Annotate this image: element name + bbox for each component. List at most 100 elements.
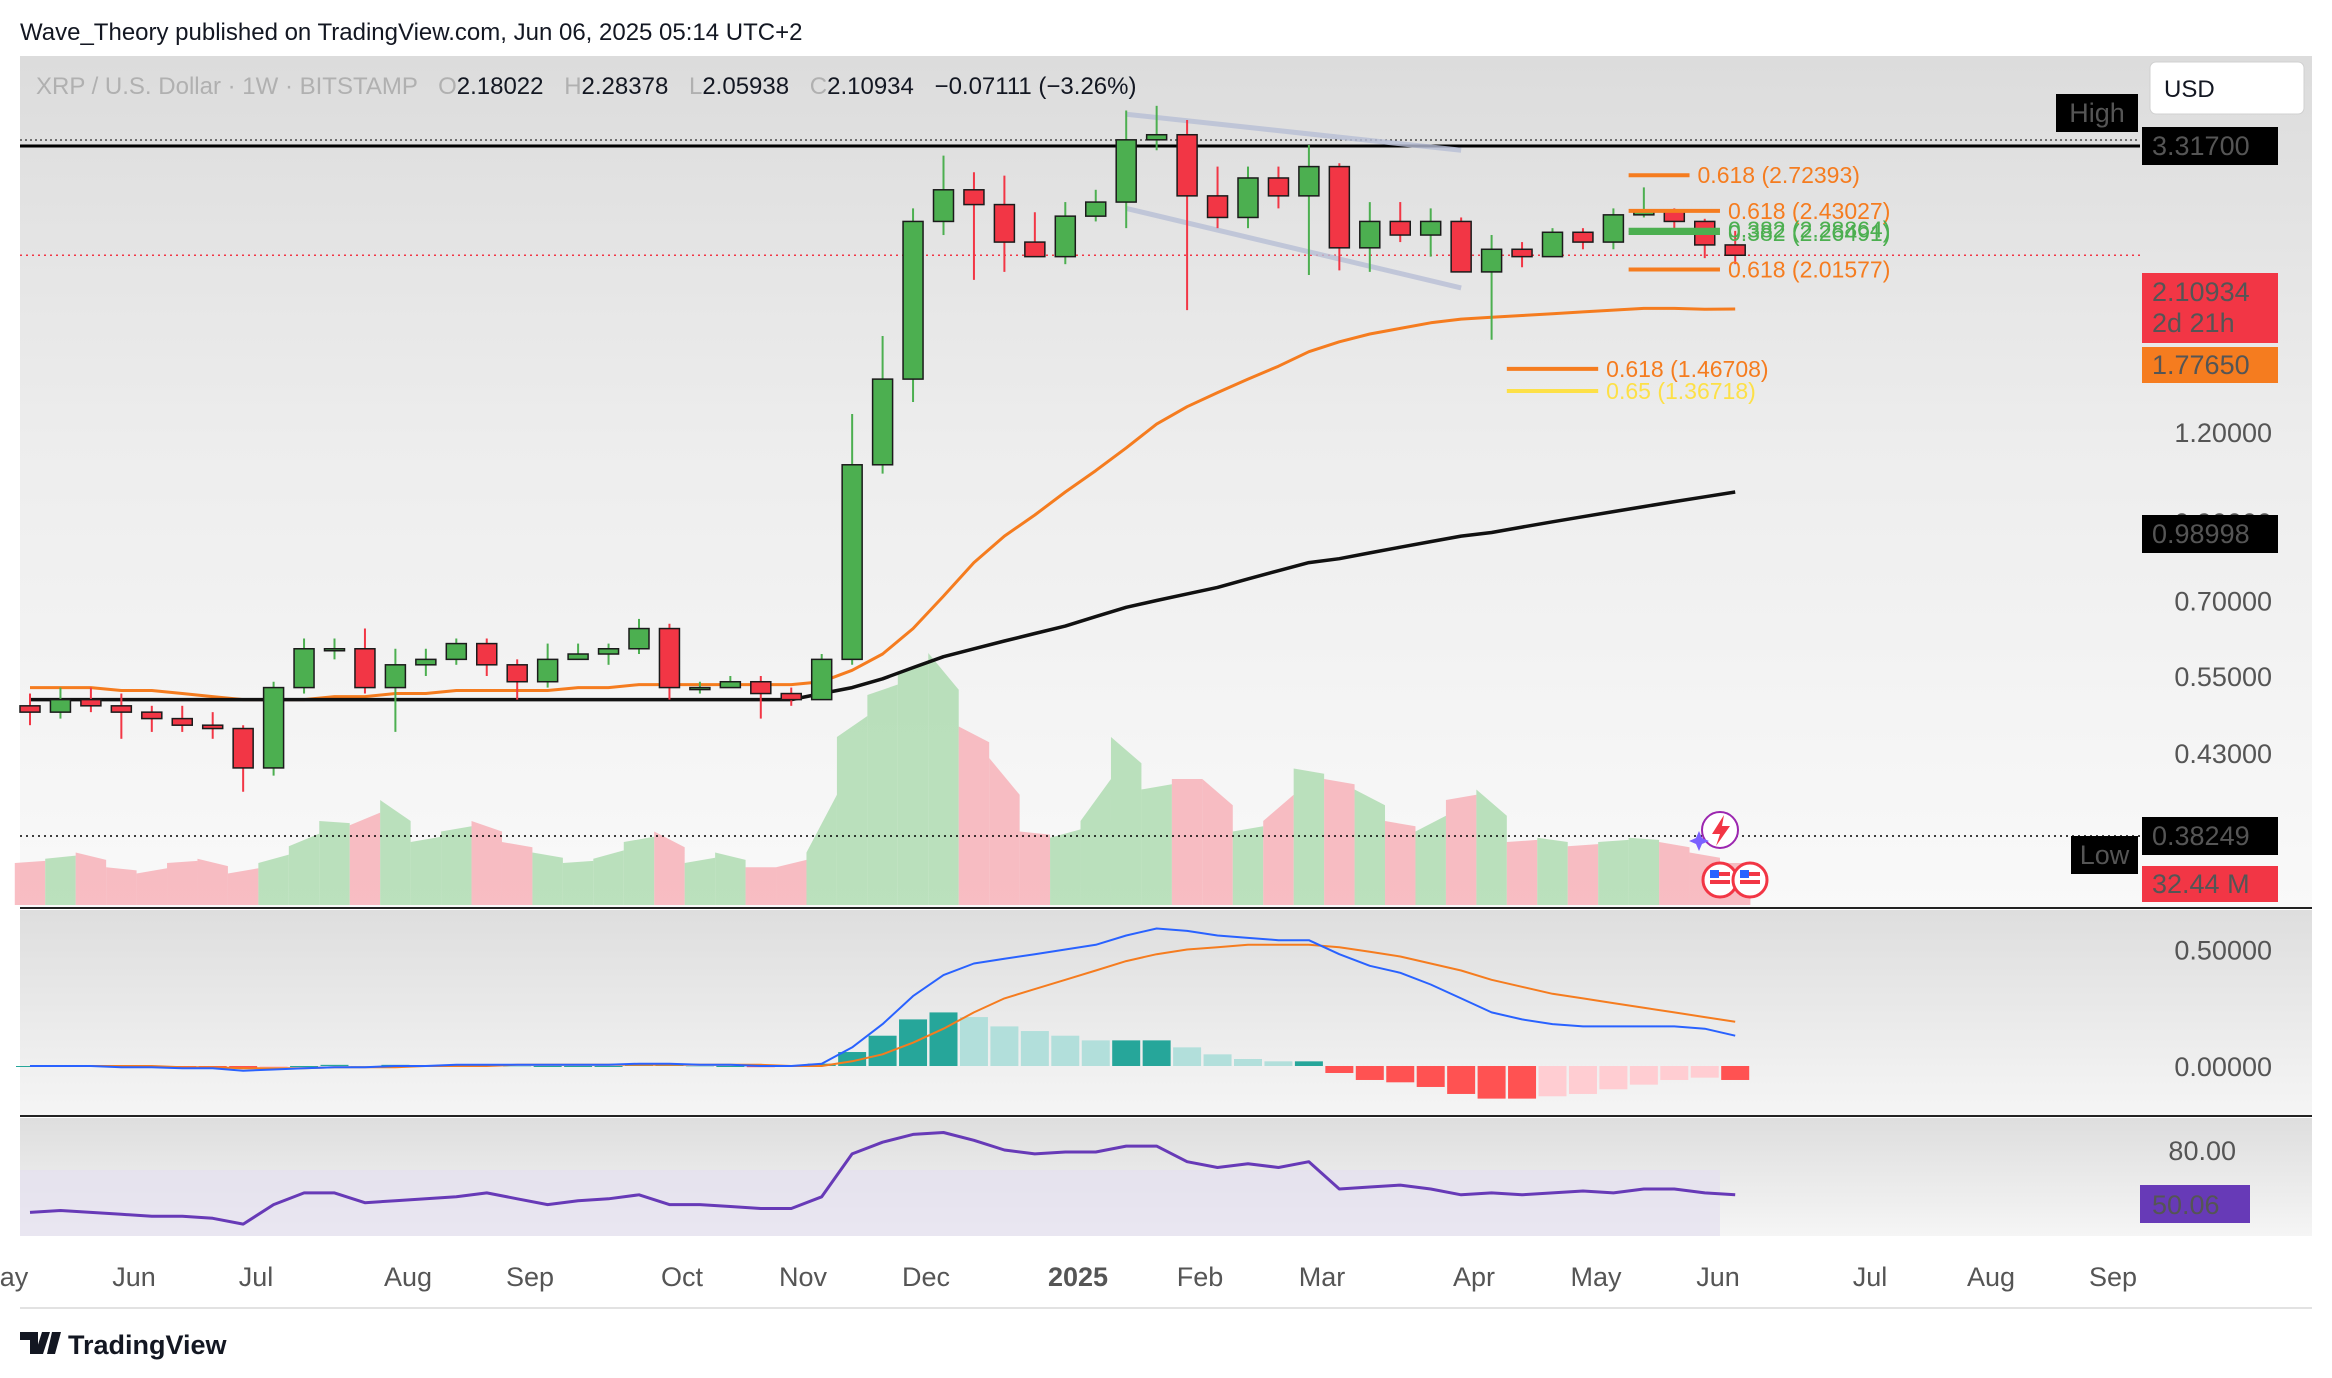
candle[interactable]: [780, 687, 802, 706]
candle[interactable]: [993, 175, 1016, 272]
candle-body: [476, 642, 498, 666]
volume-bar: [319, 821, 350, 905]
price-tag-value: 0.98998: [2152, 519, 2250, 549]
candle[interactable]: [1602, 208, 1625, 250]
volume-bar: [1476, 789, 1507, 905]
macd-hist-bar: [1234, 1059, 1262, 1066]
candle[interactable]: [871, 335, 894, 474]
volume-bar: [227, 868, 259, 905]
candle[interactable]: [1145, 105, 1168, 151]
tradingview-logo[interactable]: TradingView: [20, 1330, 228, 1360]
candle-body: [1115, 139, 1137, 203]
macd-hist-bar: [1020, 1031, 1049, 1066]
candle[interactable]: [841, 414, 863, 665]
candle[interactable]: [1572, 228, 1594, 250]
candle[interactable]: [1359, 202, 1381, 272]
candle[interactable]: [384, 648, 407, 732]
macd-hist-bar: [1660, 1066, 1689, 1080]
macd-hist-bar: [533, 1066, 562, 1067]
candle[interactable]: [110, 693, 133, 739]
candle[interactable]: [1085, 189, 1107, 222]
candle[interactable]: [1511, 242, 1533, 268]
candle[interactable]: [963, 172, 985, 280]
volume-bar: [867, 684, 898, 905]
candle[interactable]: [536, 643, 559, 688]
candle[interactable]: [902, 208, 924, 402]
currency-button[interactable]: USD: [2149, 61, 2305, 115]
rsi-value-box: [2140, 1185, 2250, 1223]
macd-pane-bg[interactable]: [20, 910, 2312, 1116]
x-axis[interactable]: ay Jun Jul Aug Sep Oct Nov Dec 2025 Feb Mar Apr May J…: [0, 1262, 2137, 1292]
macd-hist-bar: [1508, 1066, 1537, 1099]
candlesticks[interactable]: [19, 105, 1746, 792]
candle-body: [1145, 133, 1168, 141]
candle[interactable]: [80, 687, 102, 713]
candle[interactable]: [1054, 202, 1077, 265]
volume-bar: [441, 826, 472, 905]
candle[interactable]: [415, 648, 437, 676]
volume-bar: [562, 860, 594, 905]
candle[interactable]: [750, 675, 772, 719]
candle[interactable]: [658, 623, 681, 700]
volume-area: [14, 653, 1751, 905]
x-tick-label: Aug: [384, 1262, 432, 1292]
candle[interactable]: [201, 712, 224, 739]
volume-bar: [501, 842, 533, 905]
candle[interactable]: [445, 638, 468, 665]
volume-bar: [958, 726, 990, 905]
candle[interactable]: [171, 705, 193, 732]
candle[interactable]: [19, 693, 41, 726]
candle[interactable]: [1024, 212, 1046, 258]
volume-bar: [1385, 821, 1416, 905]
candle[interactable]: [628, 618, 650, 655]
candle[interactable]: [476, 638, 498, 676]
price-tag-caption-box: [2071, 836, 2138, 874]
price-tag: 1.77650: [2142, 347, 2278, 383]
candle[interactable]: [1176, 119, 1198, 311]
candle[interactable]: [1206, 166, 1229, 229]
candle[interactable]: [932, 155, 955, 236]
candle[interactable]: [1267, 166, 1290, 209]
candle[interactable]: [810, 654, 833, 701]
candle[interactable]: [506, 659, 528, 700]
candle[interactable]: [262, 681, 285, 776]
candle[interactable]: [567, 643, 589, 661]
macd-hist-bar: [807, 1063, 836, 1066]
candle[interactable]: [1450, 217, 1472, 273]
lightning-icon[interactable]: [1689, 811, 1739, 851]
candle[interactable]: [141, 705, 163, 732]
price-tag: 0.38249 Low: [2071, 817, 2278, 874]
volume-bar: [1628, 837, 1660, 905]
candle[interactable]: [293, 638, 315, 694]
candle[interactable]: [597, 643, 620, 665]
legend-h-label: H: [564, 73, 581, 100]
volume-bar: [897, 663, 929, 905]
candle[interactable]: [1724, 230, 1746, 265]
candle[interactable]: [232, 725, 254, 792]
candle[interactable]: [1419, 208, 1442, 257]
legend-c-label: C: [810, 73, 827, 100]
candle[interactable]: [689, 681, 711, 694]
candle[interactable]: [1541, 228, 1564, 258]
candle[interactable]: [1480, 235, 1503, 340]
candle[interactable]: [1237, 166, 1259, 229]
candle[interactable]: [1115, 110, 1137, 229]
candle[interactable]: [49, 687, 72, 719]
candle[interactable]: [1298, 145, 1320, 276]
macd-hist-bar: [929, 1012, 958, 1066]
candle[interactable]: [323, 638, 346, 660]
macd-hist-bar: [1294, 1061, 1323, 1066]
rsi-indicator: 50.06: [29, 1131, 2250, 1226]
candle[interactable]: [719, 675, 742, 689]
price-pane-bg[interactable]: [20, 56, 2312, 908]
candle-body: [932, 189, 955, 223]
flag-icon[interactable]: [1731, 861, 1769, 899]
macd-hist-bar: [1416, 1066, 1445, 1087]
macd-indicator: [16, 927, 1750, 1099]
candle[interactable]: [354, 628, 376, 694]
candle[interactable]: [1328, 163, 1351, 271]
candle[interactable]: [1389, 202, 1411, 243]
volume-bar: [106, 867, 137, 905]
